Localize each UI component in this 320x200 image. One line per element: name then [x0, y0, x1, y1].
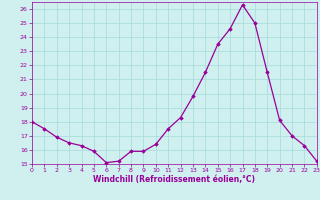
X-axis label: Windchill (Refroidissement éolien,°C): Windchill (Refroidissement éolien,°C): [93, 175, 255, 184]
